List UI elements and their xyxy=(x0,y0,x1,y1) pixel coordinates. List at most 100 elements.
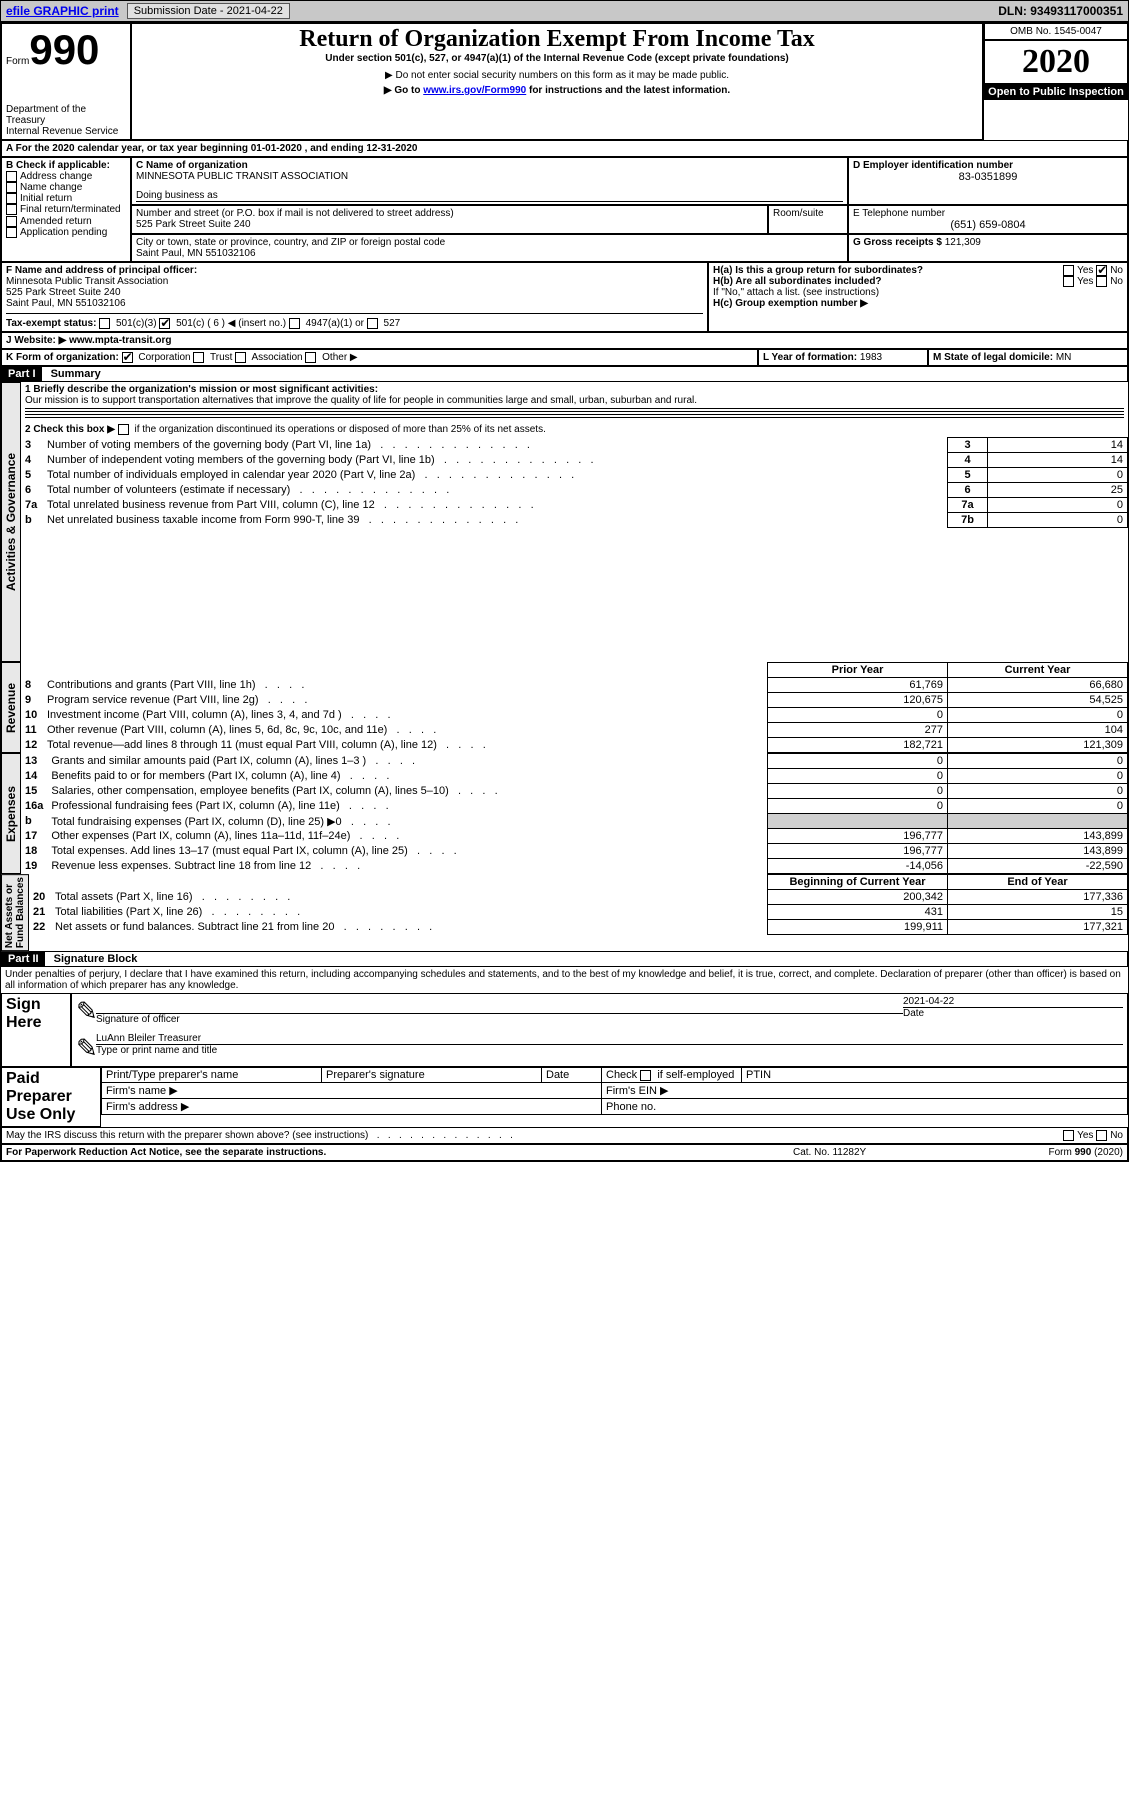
toolbar: efile GRAPHIC print Submission Date - 20… xyxy=(0,0,1129,22)
row-cy: 0 xyxy=(948,799,1128,814)
hb-yes-chk[interactable] xyxy=(1063,276,1074,287)
efile-label[interactable]: efile GRAPHIC print xyxy=(6,4,119,18)
l2-post: if the organization discontinued its ope… xyxy=(132,424,546,435)
i-501c-chk[interactable] xyxy=(159,318,170,329)
i-527-chk[interactable] xyxy=(367,318,378,329)
b-initial[interactable]: Initial return xyxy=(6,193,126,204)
discuss-yes-chk[interactable] xyxy=(1063,1130,1074,1141)
discuss-no-chk[interactable] xyxy=(1096,1130,1107,1141)
b-amended[interactable]: Amended return xyxy=(6,216,126,227)
row-val: 0 xyxy=(988,468,1128,483)
i-4947-chk[interactable] xyxy=(289,318,300,329)
hb-no-chk[interactable] xyxy=(1096,276,1107,287)
row-num: 13 xyxy=(21,754,47,769)
pra-label: For Paperwork Reduction Act Notice, see … xyxy=(6,1147,793,1158)
row-num: 21 xyxy=(29,905,51,920)
row-num: 22 xyxy=(29,920,51,935)
paid-h5: PTIN xyxy=(742,1068,1128,1083)
irs-link[interactable]: www.irs.gov/Form990 xyxy=(423,85,526,96)
k-corp-chk[interactable] xyxy=(122,352,133,363)
row-cy: 143,899 xyxy=(948,844,1128,859)
row-num: 16a xyxy=(21,799,47,814)
hb-note: If "No," attach a list. (see instruction… xyxy=(713,287,1123,298)
row-text: Total fundraising expenses (Part IX, col… xyxy=(47,814,767,829)
row-num: 4 xyxy=(21,453,43,468)
sig-officer-label: Signature of officer xyxy=(96,1014,903,1025)
row-cy: -22,590 xyxy=(948,859,1128,874)
form-990: 990 xyxy=(29,26,99,73)
sig-date-label: Date xyxy=(903,1008,1123,1019)
row-box: 5 xyxy=(948,468,988,483)
org-name: MINNESOTA PUBLIC TRANSIT ASSOCIATION xyxy=(136,171,843,182)
form-page: Form990 Department of the Treasury Inter… xyxy=(0,22,1129,1162)
row-cy: 121,309 xyxy=(948,738,1128,753)
k-other-chk[interactable] xyxy=(305,352,316,363)
jurat-text: Under penalties of perjury, I declare th… xyxy=(1,967,1128,993)
row-text: Number of independent voting members of … xyxy=(43,453,948,468)
i-label: Tax-exempt status: xyxy=(6,318,96,329)
row-text: Salaries, other compensation, employee b… xyxy=(47,784,767,799)
form-word: Form xyxy=(6,56,29,67)
row-cy: 177,321 xyxy=(948,920,1128,935)
firm-addr-label: Firm's address ▶ xyxy=(102,1099,602,1115)
discuss-label: May the IRS discuss this return with the… xyxy=(6,1130,513,1141)
part2-title: Signature Block xyxy=(48,953,138,965)
inspection-label: Open to Public Inspection xyxy=(984,84,1128,100)
note2: ▶ Go to www.irs.gov/Form990 for instruct… xyxy=(136,85,978,96)
discuss-row: May the IRS discuss this return with the… xyxy=(1,1127,1128,1144)
b-name[interactable]: Name change xyxy=(6,182,126,193)
sig-name-title: LuAnn Bleiler Treasurer xyxy=(96,1033,1123,1045)
vtab-revenue: Revenue xyxy=(1,662,21,753)
row-text: Number of voting members of the governin… xyxy=(43,438,948,453)
self-emp-chk[interactable] xyxy=(640,1070,651,1081)
row-box: 7a xyxy=(948,498,988,513)
row-val: 14 xyxy=(988,453,1128,468)
paid-h1: Print/Type preparer's name xyxy=(102,1068,322,1083)
b-final[interactable]: Final return/terminated xyxy=(6,204,126,215)
sign-here-label: Sign Here xyxy=(1,993,71,1067)
paid-prep-label: Paid Preparer Use Only xyxy=(1,1067,101,1127)
k-trust-chk[interactable] xyxy=(193,352,204,363)
row-text: Total expenses. Add lines 13–17 (must eq… xyxy=(47,844,767,859)
row-text: Total number of volunteers (estimate if … xyxy=(43,483,948,498)
ha-no-chk[interactable] xyxy=(1096,265,1107,276)
row-cy: 54,525 xyxy=(948,693,1128,708)
b-app[interactable]: Application pending xyxy=(6,227,126,238)
k-assoc-chk[interactable] xyxy=(235,352,246,363)
i-501c3-chk[interactable] xyxy=(99,318,110,329)
row-num: 19 xyxy=(21,859,47,874)
row-py: 0 xyxy=(768,799,948,814)
row-box: 4 xyxy=(948,453,988,468)
section-a-text: For the 2020 calendar year, or tax year … xyxy=(16,143,418,154)
row-num: 6 xyxy=(21,483,43,498)
row-py: 277 xyxy=(768,723,948,738)
row-cy: 0 xyxy=(948,784,1128,799)
row-py: 200,342 xyxy=(768,890,948,905)
row-py: 182,721 xyxy=(768,738,948,753)
row-text: Net assets or fund balances. Subtract li… xyxy=(51,920,768,935)
row-num: 14 xyxy=(21,769,47,784)
row-py: 0 xyxy=(768,754,948,769)
row-num: 12 xyxy=(21,738,43,753)
dept-label: Department of the Treasury Internal Reve… xyxy=(6,104,126,137)
ha-yes-chk[interactable] xyxy=(1063,265,1074,276)
vtab-net: Net Assets or Fund Balances xyxy=(1,874,29,951)
revenue-table: Prior YearCurrent Year 8 Contributions a… xyxy=(21,662,1128,753)
row-cy xyxy=(948,814,1128,829)
submission-button[interactable]: Submission Date - 2021-04-22 xyxy=(127,3,290,19)
row-num: b xyxy=(21,814,47,829)
b-addr[interactable]: Address change xyxy=(6,171,126,182)
l2-chk[interactable] xyxy=(118,424,129,435)
row-num: 18 xyxy=(21,844,47,859)
row-text: Other expenses (Part IX, column (A), lin… xyxy=(47,829,767,844)
l2-label: 2 Check this box ▶ xyxy=(25,424,118,435)
row-cy: 0 xyxy=(948,754,1128,769)
row-cy: 177,336 xyxy=(948,890,1128,905)
row-py xyxy=(768,814,948,829)
boy-header: Beginning of Current Year xyxy=(768,875,948,890)
row-val: 25 xyxy=(988,483,1128,498)
row-py: 431 xyxy=(768,905,948,920)
row-text: Program service revenue (Part VIII, line… xyxy=(43,693,768,708)
website-val: www.mpta-transit.org xyxy=(69,335,171,346)
f-l2: 525 Park Street Suite 240 xyxy=(6,287,703,298)
